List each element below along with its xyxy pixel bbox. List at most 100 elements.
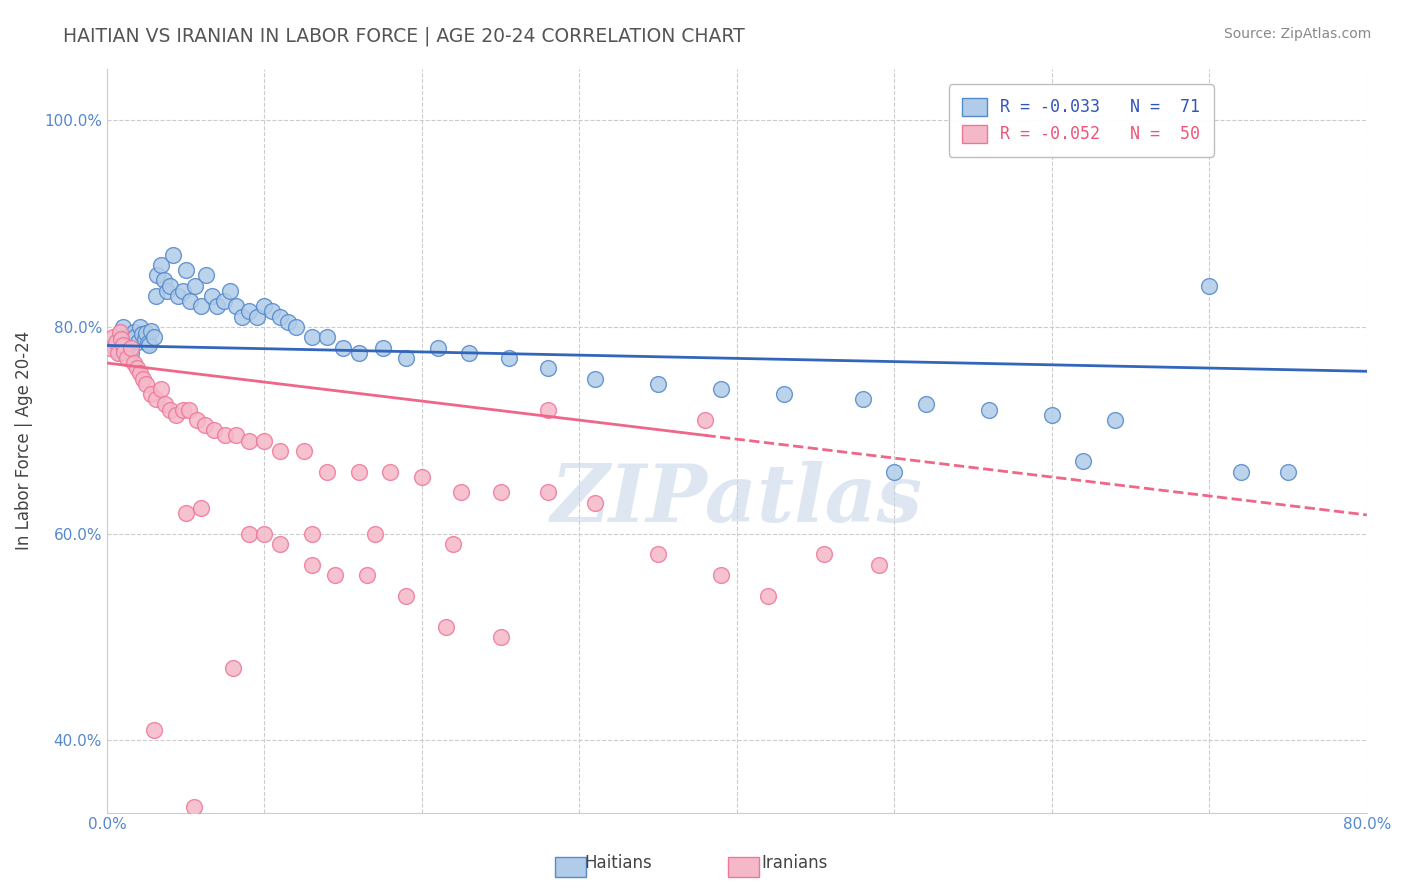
Point: [426, 341, 449, 355]
Point: [190, 500, 212, 515]
Point: [238, 304, 260, 318]
Point: [1104, 413, 1126, 427]
Point: [225, 299, 247, 313]
Point: [1198, 278, 1220, 293]
Point: [145, 289, 167, 303]
Point: [292, 443, 315, 458]
Point: [139, 387, 162, 401]
Point: [647, 547, 669, 561]
Point: [253, 434, 276, 448]
Point: [489, 630, 512, 644]
Point: [172, 402, 194, 417]
Point: [131, 327, 153, 342]
Point: [103, 330, 125, 344]
Point: [139, 324, 162, 338]
Point: [1277, 465, 1299, 479]
Point: [159, 402, 181, 417]
Point: [135, 376, 157, 391]
Point: [108, 345, 131, 359]
Point: [301, 558, 323, 572]
Point: [107, 345, 129, 359]
Point: [111, 338, 134, 352]
Point: [269, 310, 291, 324]
Point: [537, 361, 560, 376]
Point: [186, 413, 208, 427]
Point: [115, 341, 138, 355]
Point: [316, 465, 339, 479]
Point: [231, 310, 253, 324]
Text: Source: ZipAtlas.com: Source: ZipAtlas.com: [1223, 27, 1371, 41]
Point: [225, 428, 247, 442]
Point: [190, 299, 212, 313]
Point: [301, 330, 323, 344]
Point: [441, 537, 464, 551]
Point: [347, 345, 370, 359]
Point: [166, 289, 188, 303]
Point: [395, 589, 418, 603]
Point: [269, 443, 291, 458]
Point: [156, 284, 179, 298]
Point: [434, 619, 457, 633]
Point: [202, 423, 225, 437]
Point: [395, 351, 418, 365]
Point: [183, 800, 205, 814]
Point: [450, 485, 472, 500]
Point: [212, 293, 235, 308]
Point: [120, 341, 142, 355]
Point: [129, 367, 152, 381]
Point: [179, 293, 201, 308]
Point: [380, 465, 402, 479]
Point: [323, 567, 346, 582]
Text: Iranians: Iranians: [761, 855, 828, 872]
Point: [132, 371, 155, 385]
Point: [583, 495, 606, 509]
Point: [122, 356, 145, 370]
Point: [138, 338, 160, 352]
Point: [143, 723, 166, 737]
Point: [127, 335, 149, 350]
Point: [104, 341, 127, 355]
Point: [174, 506, 197, 520]
Point: [159, 278, 181, 293]
Point: [146, 268, 169, 283]
Point: [143, 330, 166, 344]
Point: [121, 335, 143, 350]
Point: [537, 402, 560, 417]
Point: [489, 485, 512, 500]
Text: ZIPatlas: ZIPatlas: [551, 461, 922, 539]
Point: [174, 263, 197, 277]
Legend: R = -0.033   N =  71, R = -0.052   N =  50: R = -0.033 N = 71, R = -0.052 N = 50: [949, 84, 1213, 157]
Text: Haitians: Haitians: [585, 855, 652, 872]
Point: [253, 526, 276, 541]
Point: [458, 345, 481, 359]
Point: [111, 335, 134, 350]
Point: [284, 319, 307, 334]
Point: [695, 413, 717, 427]
Point: [108, 325, 131, 339]
Point: [184, 278, 207, 293]
Point: [245, 310, 267, 324]
Point: [773, 387, 796, 401]
Point: [583, 371, 606, 385]
Point: [195, 268, 218, 283]
Point: [122, 325, 145, 339]
Point: [155, 397, 177, 411]
Point: [710, 382, 733, 396]
Point: [218, 284, 240, 298]
Point: [110, 332, 132, 346]
Point: [214, 428, 236, 442]
Point: [498, 351, 520, 365]
Point: [177, 402, 200, 417]
Point: [107, 335, 129, 350]
Point: [125, 361, 148, 376]
Point: [758, 589, 780, 603]
Point: [253, 299, 276, 313]
Point: [852, 392, 875, 407]
Point: [977, 402, 1000, 417]
Point: [149, 258, 172, 272]
Point: [1040, 408, 1063, 422]
Point: [277, 315, 299, 329]
Point: [710, 567, 733, 582]
Point: [1230, 465, 1253, 479]
Point: [813, 547, 835, 561]
